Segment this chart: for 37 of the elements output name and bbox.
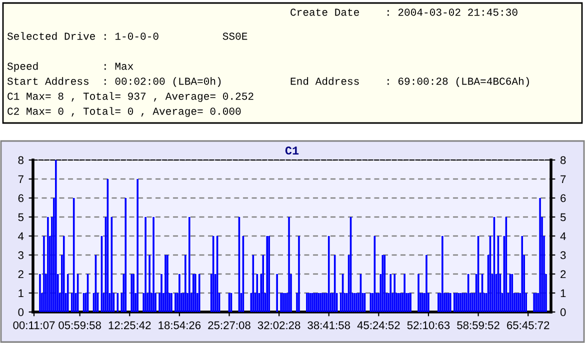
y-tick-label: 6 bbox=[18, 194, 24, 202]
chart-title: C1 bbox=[285, 146, 299, 155]
text: End Address : 69:00:28 (LBA=4BC6Ah) bbox=[290, 77, 529, 87]
x-tick-label: 25:27:08 bbox=[208, 321, 250, 330]
text: Start Address : 00:02:00 (LBA=0h) bbox=[7, 77, 221, 87]
x-tick-label: 18:54:26 bbox=[158, 321, 201, 330]
y2-tick-label: 2 bbox=[560, 270, 566, 278]
y2-tick-label: 0 bbox=[560, 308, 566, 316]
x-tick-label: 45:24:52 bbox=[357, 321, 400, 330]
x-tick-label: 58:59:52 bbox=[457, 321, 500, 330]
x-tick-label: 52:10:63 bbox=[407, 321, 450, 330]
text: C2 Max= 0 , Total= 0 , Average= 0.000 bbox=[8, 107, 241, 117]
y-tick-label: 1 bbox=[18, 289, 24, 298]
y-tick-label: 7 bbox=[18, 175, 24, 184]
y2-tick-label: 5 bbox=[560, 213, 566, 222]
y-tick-label: 0 bbox=[18, 308, 24, 316]
y-tick-label: 3 bbox=[18, 251, 24, 260]
y2-tick-label: 7 bbox=[560, 175, 566, 184]
y2-tick-label: 4 bbox=[560, 232, 566, 240]
y2-tick-label: 8 bbox=[560, 156, 566, 164]
y-tick-label: 2 bbox=[18, 270, 24, 278]
y-tick-label: 8 bbox=[18, 156, 24, 164]
x-tick-label: 12:25:42 bbox=[108, 321, 151, 330]
y2-tick-label: 1 bbox=[560, 289, 566, 298]
y-tick-label: 4 bbox=[18, 232, 24, 240]
y2-tick-label: 6 bbox=[560, 194, 566, 202]
x-tick-label: 32:02:28 bbox=[258, 321, 300, 330]
y2-tick-label: 3 bbox=[560, 251, 566, 260]
text: Speed : Max bbox=[7, 62, 134, 72]
x-tick-label: 65:45:72 bbox=[507, 321, 550, 330]
x-tick-label: 38:41:58 bbox=[308, 321, 350, 330]
text: C1 Max= 8 , Total= 937 , Average= 0.252 bbox=[8, 92, 254, 102]
x-tick-label: 05:59:58 bbox=[58, 321, 101, 330]
x-tick-label: 00:11:07 bbox=[13, 321, 55, 330]
y-tick-label: 5 bbox=[18, 213, 24, 222]
text: Selected Drive : 1-0-0-0 SS0E bbox=[7, 32, 248, 40]
text: Create Date : 2004-03-02 21:45:30 bbox=[290, 8, 518, 16]
